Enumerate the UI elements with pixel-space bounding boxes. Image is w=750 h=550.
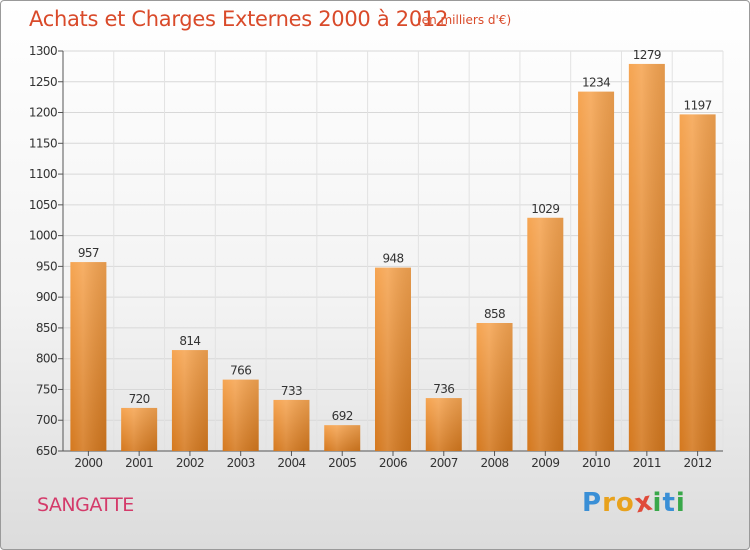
data-label: 1234 xyxy=(582,76,610,90)
logo-letter: P xyxy=(582,488,603,518)
x-tick-label: 2004 xyxy=(277,456,305,470)
bar-shine xyxy=(425,398,462,451)
y-tick-label: 1100 xyxy=(29,167,57,181)
y-tick-label: 800 xyxy=(36,352,57,366)
data-label: 692 xyxy=(332,409,353,423)
bar-shine xyxy=(70,262,107,451)
x-tick-label: 2001 xyxy=(125,456,153,470)
data-label: 957 xyxy=(78,246,99,260)
bar-shine xyxy=(375,267,411,451)
y-tick-label: 1050 xyxy=(29,198,57,212)
x-tick-label: 2000 xyxy=(74,456,102,470)
bar-shine xyxy=(628,63,665,452)
bar-shine xyxy=(273,399,310,451)
y-tick-label: 750 xyxy=(36,382,57,396)
y-tick-label: 1150 xyxy=(29,136,57,150)
commune-name: SANGATTE xyxy=(37,494,134,516)
bar-shine xyxy=(121,407,158,451)
data-label: 766 xyxy=(230,364,251,378)
y-tick-label: 1000 xyxy=(29,229,57,243)
x-tick-label: 2011 xyxy=(633,456,661,470)
bar-shine xyxy=(222,379,259,451)
y-tick-label: 700 xyxy=(36,413,57,427)
data-label: 814 xyxy=(179,334,200,348)
x-tick-label: 2003 xyxy=(227,456,255,470)
data-label: 1279 xyxy=(633,48,661,62)
x-tick-label: 2010 xyxy=(582,456,610,470)
x-tick-label: 2005 xyxy=(328,456,356,470)
bar-shine xyxy=(578,91,615,451)
data-label: 948 xyxy=(382,252,403,266)
chart-subtitle: (en milliers d'€) xyxy=(417,13,512,27)
y-tick-label: 1250 xyxy=(29,75,57,89)
data-label: 720 xyxy=(129,392,150,406)
logo-letter: t xyxy=(662,488,676,518)
chart-title: Achats et Charges Externes 2000 à 2012 xyxy=(29,7,449,31)
bar-shine xyxy=(527,217,564,451)
bar-shine xyxy=(679,114,716,451)
y-tick-label: 850 xyxy=(36,321,57,335)
data-label: 736 xyxy=(433,382,454,396)
data-label: 1197 xyxy=(684,98,712,112)
data-label: 733 xyxy=(281,384,302,398)
data-label: 858 xyxy=(484,307,505,321)
x-tick-label: 2007 xyxy=(430,456,458,470)
x-tick-label: 2006 xyxy=(379,456,407,470)
labels: 650 700 750 800 850 900 950 1000 1050 1100 1150 120… xyxy=(29,44,712,470)
bar-shine xyxy=(324,425,361,451)
x-tick-label: 2009 xyxy=(531,456,559,470)
bar-shine xyxy=(476,323,513,451)
x-tick-label: 2012 xyxy=(684,456,712,470)
logo-letter: o xyxy=(615,488,635,518)
logo-letter: i xyxy=(675,488,686,518)
y-tick-label: 950 xyxy=(36,259,57,273)
y-tick-label: 1300 xyxy=(29,44,57,58)
y-tick-label: 650 xyxy=(36,444,57,458)
logo-letter: i xyxy=(652,488,663,518)
y-tick-label: 1200 xyxy=(29,106,57,120)
bar-shine xyxy=(171,350,208,451)
x-tick-label: 2002 xyxy=(176,456,204,470)
data-label: 1029 xyxy=(531,202,559,216)
logo-letter: r xyxy=(602,488,616,518)
x-tick-label: 2008 xyxy=(480,456,508,470)
proxiti-logo: Proxiti xyxy=(582,486,686,519)
bars xyxy=(70,63,716,452)
y-tick-label: 900 xyxy=(36,290,57,304)
